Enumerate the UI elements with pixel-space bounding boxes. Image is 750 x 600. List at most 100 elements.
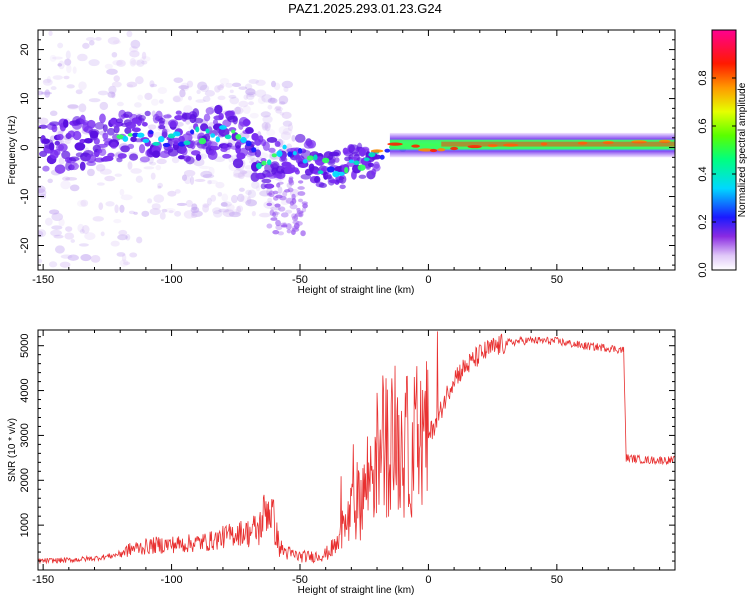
band-blob [193, 117, 204, 124]
noise-blob [84, 232, 96, 241]
noise-blob [238, 86, 248, 90]
noise-blob [255, 89, 267, 98]
noise-blob [44, 89, 51, 98]
noise-blob [92, 216, 104, 222]
x-tick-label: -100 [161, 574, 183, 586]
noise-blob [49, 110, 58, 116]
band-blob [346, 161, 356, 167]
colorbar-ticks: 0.0 0.2 0.4 0.6 0.8 [697, 70, 736, 278]
y-tick-label: 10 [19, 92, 31, 104]
noise-blob [278, 101, 286, 105]
noise-blob [78, 243, 89, 247]
band-blob [338, 174, 347, 184]
noise-blob [199, 84, 210, 93]
noise-blob [78, 103, 87, 113]
noise-blob [99, 101, 109, 111]
noise-blob [121, 253, 127, 263]
noise-blob [221, 201, 232, 207]
noise-blob [119, 204, 125, 213]
x-tick-label: -100 [161, 274, 183, 286]
noise-blob [248, 101, 255, 106]
noise-blob [184, 175, 192, 185]
band-blob [280, 155, 286, 162]
noise-blob [95, 37, 102, 41]
noise-blob [64, 232, 75, 240]
colorbar-gradient [711, 29, 737, 271]
hot-spot [411, 144, 420, 148]
ridge-core [122, 135, 129, 142]
noise-blob [229, 96, 240, 105]
noise-blob [217, 191, 223, 197]
noise-blob [179, 88, 186, 98]
ridge-core [158, 135, 165, 143]
ridge-core [302, 159, 308, 164]
noise-blob [264, 122, 271, 132]
noise-blob [287, 123, 293, 132]
noise-blob [229, 89, 234, 94]
noise-blob [51, 212, 64, 222]
band-blob [125, 121, 137, 129]
band-blob [268, 190, 275, 198]
noise-blob [291, 134, 296, 142]
noise-blob [267, 197, 273, 203]
noise-blob [98, 202, 104, 211]
band-blob [127, 143, 135, 149]
noise-blob [112, 40, 122, 45]
band-blob [155, 110, 163, 121]
snr-ticks: -150 -100 -50 0 50 1000 2000 3000 4000 5000 [19, 330, 675, 586]
noise-blob [207, 179, 212, 185]
ridge-core [317, 170, 324, 175]
noise-blob [65, 226, 73, 232]
noise-blob [130, 39, 141, 49]
ridge-core [322, 157, 330, 164]
noise-blob [65, 50, 71, 60]
band-blob [273, 195, 279, 201]
ridge-core [363, 157, 370, 162]
noise-blob [150, 172, 156, 180]
noise-blob [140, 56, 151, 62]
noise-blob [141, 51, 147, 60]
band-blob [86, 119, 96, 129]
noise-blob [111, 91, 116, 99]
noise-blob [185, 199, 193, 208]
noise-blob [196, 89, 201, 95]
noise-blob [147, 198, 153, 204]
noise-blob [226, 204, 235, 211]
band-blob [110, 141, 118, 149]
noise-blob [186, 80, 194, 88]
ridge-core [266, 159, 272, 166]
band-blob [138, 144, 146, 154]
noise-blob [194, 178, 206, 182]
ridge-core [183, 140, 191, 146]
noise-blob [106, 68, 118, 75]
noise-blob [273, 107, 284, 112]
noise-blob [46, 76, 51, 83]
noise-blob [63, 75, 70, 80]
noise-blob [88, 40, 95, 46]
noise-blob [88, 98, 101, 103]
band-blob [63, 119, 69, 128]
ridge-core [231, 129, 236, 134]
band-blob [99, 113, 106, 124]
band-blob [298, 198, 303, 203]
noise-blob [206, 197, 212, 206]
noise-blob [283, 86, 289, 93]
noise-blob [235, 205, 242, 215]
ridge-core [240, 136, 247, 144]
noise-blob [77, 53, 88, 62]
noise-blob [176, 122, 184, 127]
noise-blob [112, 59, 123, 66]
noise-blob [157, 185, 162, 189]
band-blob [367, 162, 374, 168]
noise-blob [180, 82, 190, 92]
noise-blob [88, 59, 100, 67]
noise-blob [51, 225, 63, 230]
band-blob [168, 119, 179, 128]
band-blob [79, 161, 86, 171]
colorbar-tick-label: 0.2 [697, 214, 709, 229]
noise-blob [202, 203, 210, 208]
ridge-core [306, 155, 314, 161]
band-blob [286, 229, 292, 234]
noise-blob [214, 85, 221, 93]
noise-blob [104, 175, 116, 182]
